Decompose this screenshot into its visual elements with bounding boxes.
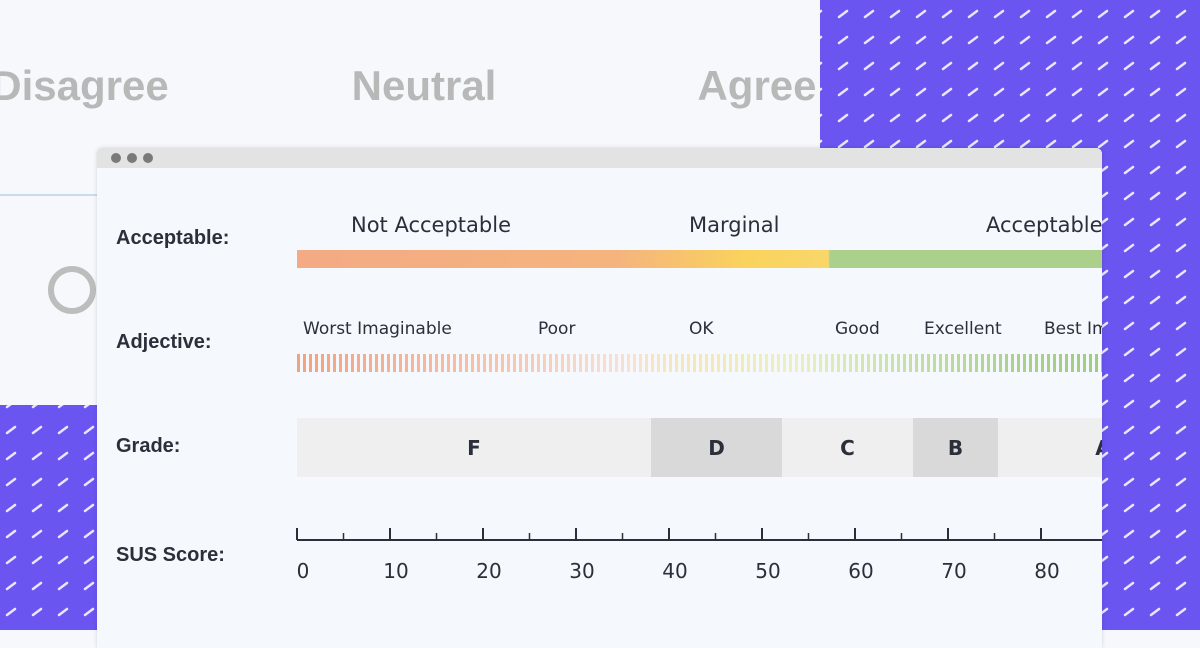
row-label: Acceptable: [116, 227, 230, 249]
window-dot [127, 153, 137, 163]
acceptability-bar [297, 250, 1102, 268]
grade-segment: B [913, 418, 998, 477]
window-dot [143, 153, 153, 163]
range-label: Not Acceptable [351, 213, 511, 237]
window-bar [97, 148, 1102, 168]
adjective-label: OK [689, 319, 714, 339]
grade-segment: A [998, 418, 1102, 477]
row-label: Grade: [116, 435, 181, 457]
tick-label: 70 [941, 559, 966, 583]
range-label: Acceptable [986, 213, 1102, 237]
tick-label: 40 [662, 559, 687, 583]
adjective-label: Good [835, 319, 880, 339]
bg-label: Disagree [0, 62, 169, 109]
tick-label: 60 [848, 559, 873, 583]
grade-segment: F [297, 418, 651, 477]
bg-label: Agree [697, 62, 817, 109]
adjective-label: Poor [538, 319, 576, 339]
radio-circle [48, 266, 96, 314]
adjective-label: Worst Imaginable [303, 319, 452, 339]
adjective-label: Best Imaginable [1044, 319, 1102, 339]
adjective-label: Excellent [924, 319, 1002, 339]
tick-label: 80 [1034, 559, 1059, 583]
tick-label: 0 [297, 559, 310, 583]
adjective-stripes [297, 354, 1102, 372]
grade-segment: D [651, 418, 782, 477]
window-dot [111, 153, 121, 163]
tick-label: 50 [755, 559, 780, 583]
browser-window: Acceptable: Not Acceptable Marginal Acce… [97, 148, 1102, 648]
grade-segment: C [782, 418, 913, 477]
range-label: Marginal [689, 213, 780, 237]
sus-axis: 0 10 20 30 40 50 60 70 80 [296, 528, 1102, 583]
bg-label: Neutral [351, 62, 497, 109]
row-label: SUS Score: [116, 544, 225, 566]
tick-label: 20 [476, 559, 501, 583]
page: Disagree Neutral Agree Acceptable: Not A… [0, 0, 1200, 630]
row-label: Adjective: [116, 331, 212, 353]
tick-label: 30 [569, 559, 594, 583]
tick-label: 10 [383, 559, 408, 583]
